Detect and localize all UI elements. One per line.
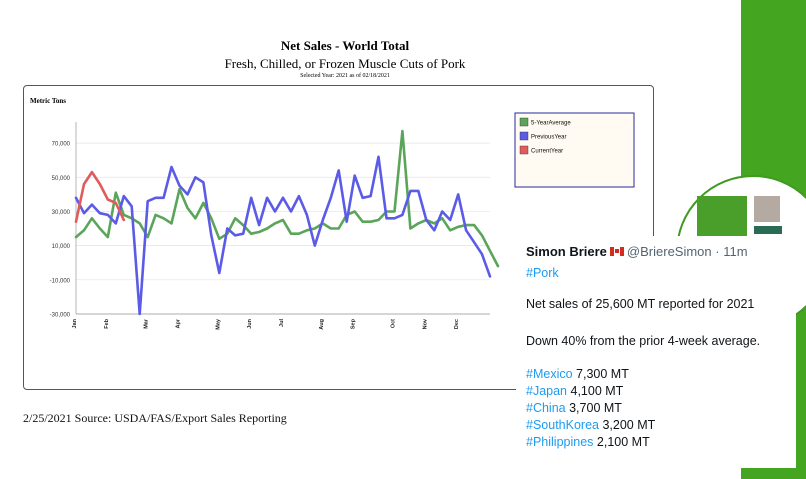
- x-tick-label: Dec: [454, 319, 460, 329]
- chart-title: Net Sales - World Total: [280, 38, 410, 53]
- legend-swatch: [519, 131, 529, 141]
- x-tick-label: Jun: [247, 318, 253, 328]
- country-volume: 3,200 MT: [602, 418, 656, 432]
- y-tick-label: 10,000: [52, 244, 71, 250]
- x-tick-label: Jul: [279, 319, 285, 327]
- legend-label: CurrentYear: [531, 149, 563, 155]
- y-tick-label: 50,000: [52, 176, 71, 182]
- selected-year-note: Selected Year: 2021 as of 02/18/2021: [300, 73, 390, 79]
- legend-swatch: [519, 117, 529, 127]
- tweet-country-row: #Mexico 7,300 MT: [526, 367, 629, 381]
- series-line-previousyear: [74, 155, 492, 316]
- y-tick-label: 30,000: [52, 210, 71, 216]
- tweet-timestamp[interactable]: · 11m: [715, 244, 748, 259]
- chart-subtitle: Fresh, Chilled, or Frozen Muscle Cuts of…: [224, 56, 466, 71]
- legend-label: PreviousYear: [531, 135, 566, 141]
- tweet-country-row: #China 3,700 MT: [526, 401, 622, 415]
- tweet-country-row: #SouthKorea 3,200 MT: [526, 418, 655, 432]
- x-tick-label: Sep: [351, 318, 357, 329]
- x-tick-label: Apr: [176, 318, 182, 328]
- x-tick-label: May: [215, 318, 221, 330]
- hashtag-link[interactable]: #Japan: [526, 384, 568, 398]
- tweet-country-row: #Japan 4,100 MT: [526, 384, 623, 398]
- legend-box: [514, 112, 635, 188]
- tweet-author-name[interactable]: Simon Briere: [526, 244, 607, 259]
- hashtag-link[interactable]: #China: [526, 401, 566, 415]
- net-sales-line-chart: Metric Tons -30,000 -10,000 10,000 30,000 50,…: [30, 97, 635, 330]
- y-tick-label: 70,000: [52, 142, 71, 148]
- y-axis-label: Metric Tons: [30, 97, 66, 105]
- logo-teal-bar: [754, 226, 782, 234]
- tweet-line-net-sales: Net sales of 25,600 MT reported for 2021: [526, 297, 755, 311]
- canada-flag-icon: [609, 247, 624, 257]
- y-tick-label: -10,000: [50, 278, 71, 284]
- tweet-line-down: Down 40% from the prior 4-week average.: [526, 334, 761, 348]
- country-volume: 4,100 MT: [570, 384, 624, 398]
- x-tick-label: Nov: [422, 318, 428, 329]
- x-tick-label: Jan: [72, 318, 78, 328]
- series-line-currentyear: [74, 170, 126, 223]
- x-tick-label: Aug: [319, 319, 325, 330]
- tweet-card[interactable]: Simon Briere @BriereSimon · 11m #Pork Net…: [516, 236, 796, 468]
- hashtag-link[interactable]: #Philippines: [526, 435, 594, 449]
- hashtag-link[interactable]: #Mexico: [526, 367, 573, 381]
- legend-label: 5-YearAverage: [531, 121, 571, 127]
- x-tick-label: Oct: [390, 319, 396, 328]
- source-footer: 2/25/2021 Source: USDA/FAS/Export Sales …: [23, 411, 287, 425]
- tweet-author-handle[interactable]: @BriereSimon: [626, 244, 712, 259]
- y-tick-label: -30,000: [50, 313, 71, 319]
- country-volume: 2,100 MT: [596, 435, 650, 449]
- tweet-header: Simon Briere @BriereSimon · 11m: [526, 244, 748, 259]
- country-volume: 3,700 MT: [569, 401, 622, 415]
- logo-green-block: [697, 196, 747, 240]
- x-tick-label: Mar: [144, 318, 150, 329]
- tweet-hashtag[interactable]: #Pork: [526, 266, 559, 280]
- hashtag-link[interactable]: #SouthKorea: [526, 418, 599, 432]
- x-tick-label: Feb: [104, 318, 110, 328]
- tweet-country-row: #Philippines 2,100 MT: [526, 435, 650, 449]
- logo-gray-block: [754, 196, 780, 222]
- country-volume: 7,300 MT: [576, 367, 629, 381]
- legend-swatch: [519, 145, 529, 155]
